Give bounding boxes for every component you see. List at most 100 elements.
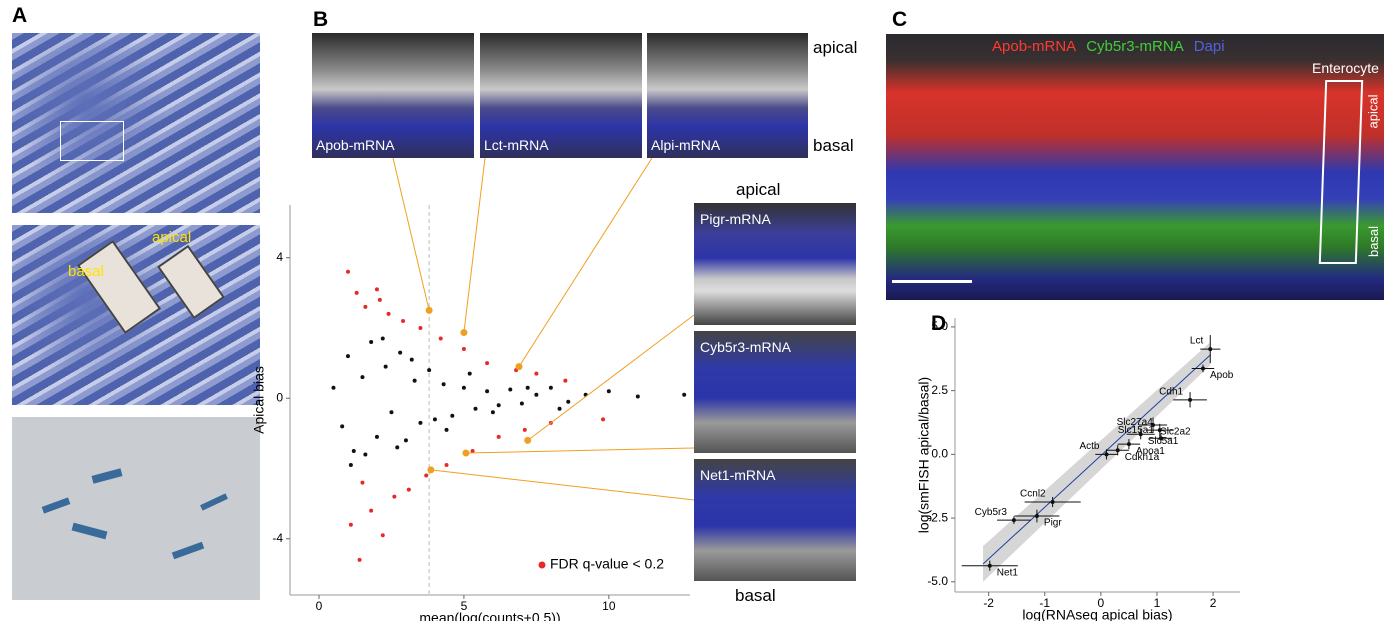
y-axis-label: Apical bias (251, 366, 267, 434)
side-label: apical (813, 38, 858, 57)
point-label: Ccnl2 (1020, 489, 1046, 500)
panel-label: A (12, 4, 28, 27)
connector (527, 314, 695, 441)
point (1151, 423, 1156, 428)
point (522, 427, 527, 432)
point (383, 364, 388, 369)
micrograph: apical basal (12, 225, 260, 405)
connector (465, 447, 695, 454)
point (1104, 452, 1109, 457)
point (1011, 518, 1016, 523)
point (360, 375, 365, 380)
x-tick-label: 1 (1154, 596, 1161, 610)
x-tick-label: 0 (1098, 596, 1105, 610)
micrograph: Lct-mRNA (480, 33, 642, 158)
y-tick-label: -2.5 (927, 510, 948, 524)
point (392, 494, 397, 499)
micrograph: Cyb5r3-mRNA (694, 331, 856, 453)
x-tick-label: 0 (316, 599, 323, 613)
point (635, 394, 640, 399)
image-label: Cyb5r3-mRNA (700, 339, 792, 355)
image-label: Net1-mRNA (700, 467, 776, 483)
image-label: Pigr-mRNA (700, 211, 771, 227)
point (409, 357, 414, 362)
point-label: Actb (1079, 441, 1099, 452)
point-label: Apoa1 (1136, 446, 1165, 457)
side-label: basal (813, 136, 854, 155)
point (1200, 366, 1205, 371)
point (395, 445, 400, 450)
point (432, 417, 437, 422)
point-label: Slc15a1 (1118, 425, 1155, 436)
point (377, 297, 382, 302)
y-tick-label: 4 (276, 250, 283, 264)
point (987, 563, 992, 568)
channel-label: Apob-mRNA (992, 38, 1077, 55)
point (386, 311, 391, 316)
point (519, 401, 524, 406)
point (369, 508, 374, 513)
micrograph: Apob-mRNA (312, 33, 474, 158)
side-label: apical (736, 180, 781, 199)
point (360, 480, 365, 485)
point (601, 417, 606, 422)
cell-label: Enterocyte (1312, 60, 1379, 76)
point (534, 371, 539, 376)
point (1157, 428, 1162, 433)
point (351, 448, 356, 453)
point (403, 438, 408, 443)
label: basal (68, 263, 104, 280)
point (380, 336, 385, 341)
point (485, 361, 490, 366)
point (406, 487, 411, 492)
label: apical (152, 229, 192, 246)
point (485, 389, 490, 394)
point-label: Slc5a1 (1148, 436, 1179, 447)
x-tick-label: 10 (602, 599, 616, 613)
micrograph: Net1-mRNA (694, 459, 856, 581)
point-label: Slc2a2 (1160, 427, 1191, 438)
point (467, 371, 472, 376)
point (496, 403, 501, 408)
side-label: basal (735, 586, 776, 605)
point (508, 387, 513, 392)
x-tick-label: -1 (1039, 596, 1050, 610)
panel-label: B (313, 8, 329, 31)
point (357, 557, 362, 562)
connector (463, 157, 486, 333)
point (345, 269, 350, 274)
point (345, 354, 350, 359)
point (557, 406, 562, 411)
channel-label: Dapi (1193, 38, 1225, 55)
confidence-band (983, 342, 1211, 582)
point (374, 287, 379, 292)
point (450, 413, 455, 418)
point (369, 340, 374, 345)
image-label: Lct-mRNA (484, 137, 549, 153)
point (363, 452, 368, 457)
point (424, 473, 429, 478)
point (444, 427, 449, 432)
micrograph (12, 417, 260, 600)
point (566, 399, 571, 404)
point (470, 448, 475, 453)
y-tick-label: -4 (272, 531, 283, 545)
legend-label: FDR q-value < 0.2 (550, 556, 664, 572)
point (1050, 500, 1055, 505)
point (418, 325, 423, 330)
point-label: Cdh1 (1159, 386, 1183, 397)
point (1115, 448, 1120, 453)
point (1208, 347, 1213, 352)
point (398, 350, 403, 355)
legend-marker (538, 561, 546, 569)
point-label: Lct (1190, 336, 1204, 347)
connector (430, 469, 695, 501)
point (473, 406, 478, 411)
point (444, 463, 449, 467)
point (418, 420, 423, 425)
x-tick-label: 5 (461, 599, 468, 613)
point (374, 434, 379, 439)
point (380, 533, 385, 538)
point (1188, 397, 1193, 402)
